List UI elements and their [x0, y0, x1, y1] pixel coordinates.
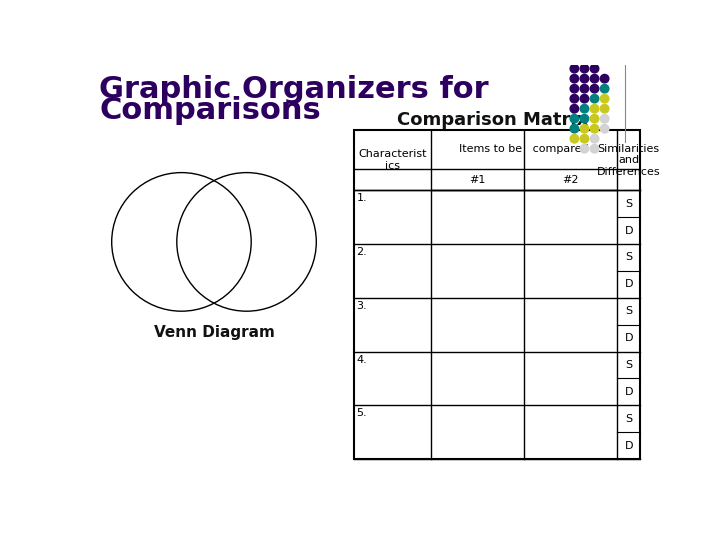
- Circle shape: [600, 94, 609, 103]
- Circle shape: [580, 125, 589, 133]
- Circle shape: [590, 114, 599, 123]
- Circle shape: [600, 104, 609, 113]
- Circle shape: [580, 84, 589, 93]
- Circle shape: [580, 64, 589, 73]
- Circle shape: [590, 134, 599, 143]
- Text: #2: #2: [562, 174, 579, 185]
- Circle shape: [590, 125, 599, 133]
- Circle shape: [590, 94, 599, 103]
- Circle shape: [580, 114, 589, 123]
- Text: 2.: 2.: [356, 247, 367, 257]
- Text: D: D: [624, 441, 633, 450]
- Text: S: S: [625, 414, 632, 424]
- Circle shape: [570, 114, 579, 123]
- Circle shape: [580, 134, 589, 143]
- Text: 5.: 5.: [356, 408, 367, 418]
- Circle shape: [570, 75, 579, 83]
- Text: 4.: 4.: [356, 355, 367, 365]
- Bar: [354, 130, 640, 459]
- Text: S: S: [625, 360, 632, 370]
- Circle shape: [590, 104, 599, 113]
- Text: Similarities
and
Differences: Similarities and Differences: [597, 144, 660, 177]
- Circle shape: [570, 94, 579, 103]
- Text: D: D: [624, 333, 633, 343]
- Text: Comparison Matrix: Comparison Matrix: [397, 111, 588, 129]
- Text: D: D: [624, 387, 633, 397]
- Circle shape: [600, 84, 609, 93]
- Circle shape: [570, 104, 579, 113]
- Circle shape: [600, 75, 609, 83]
- Circle shape: [580, 75, 589, 83]
- Text: Characterist
ics: Characterist ics: [358, 150, 426, 171]
- Circle shape: [590, 75, 599, 83]
- Circle shape: [570, 125, 579, 133]
- Text: Venn Diagram: Venn Diagram: [153, 325, 274, 340]
- Text: Comparisons: Comparisons: [99, 96, 321, 125]
- Circle shape: [580, 94, 589, 103]
- Text: Graphic Organizers for: Graphic Organizers for: [99, 75, 489, 104]
- Circle shape: [580, 104, 589, 113]
- Text: #1: #1: [469, 174, 486, 185]
- Circle shape: [580, 145, 589, 153]
- Text: Items to be   compared: Items to be compared: [459, 145, 589, 154]
- Circle shape: [570, 134, 579, 143]
- Circle shape: [600, 114, 609, 123]
- Text: 3.: 3.: [356, 301, 367, 311]
- Circle shape: [590, 84, 599, 93]
- Text: D: D: [624, 226, 633, 235]
- Circle shape: [570, 84, 579, 93]
- Circle shape: [570, 64, 579, 73]
- Text: S: S: [625, 253, 632, 262]
- Text: S: S: [625, 199, 632, 209]
- Text: D: D: [624, 279, 633, 289]
- Circle shape: [590, 145, 599, 153]
- Circle shape: [590, 64, 599, 73]
- Text: S: S: [625, 306, 632, 316]
- Circle shape: [600, 125, 609, 133]
- Text: 1.: 1.: [356, 193, 367, 204]
